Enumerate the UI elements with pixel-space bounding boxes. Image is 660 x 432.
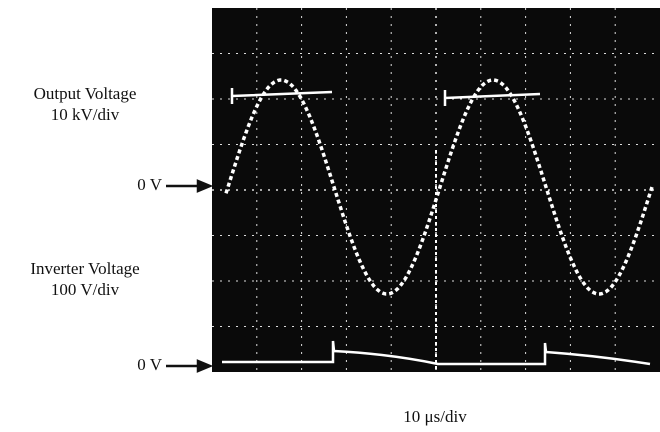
time-scale: 10 μs/div bbox=[403, 407, 467, 426]
output-zero-label: 0 V bbox=[137, 175, 162, 194]
output-zero-arrow bbox=[166, 181, 210, 191]
inverter-zero-arrow bbox=[166, 361, 210, 371]
output-scale: 10 kV/div bbox=[51, 105, 120, 124]
inverter-title: Inverter Voltage bbox=[30, 259, 139, 278]
oscilloscope-figure: Output Voltage 10 kV/div 0 V Inverter Vo… bbox=[0, 0, 660, 432]
inverter-zero-label: 0 V bbox=[137, 355, 162, 374]
inverter-scale: 100 V/div bbox=[51, 280, 120, 299]
output-title: Output Voltage bbox=[34, 84, 137, 103]
page: Output Voltage 10 kV/div 0 V Inverter Vo… bbox=[0, 0, 660, 432]
